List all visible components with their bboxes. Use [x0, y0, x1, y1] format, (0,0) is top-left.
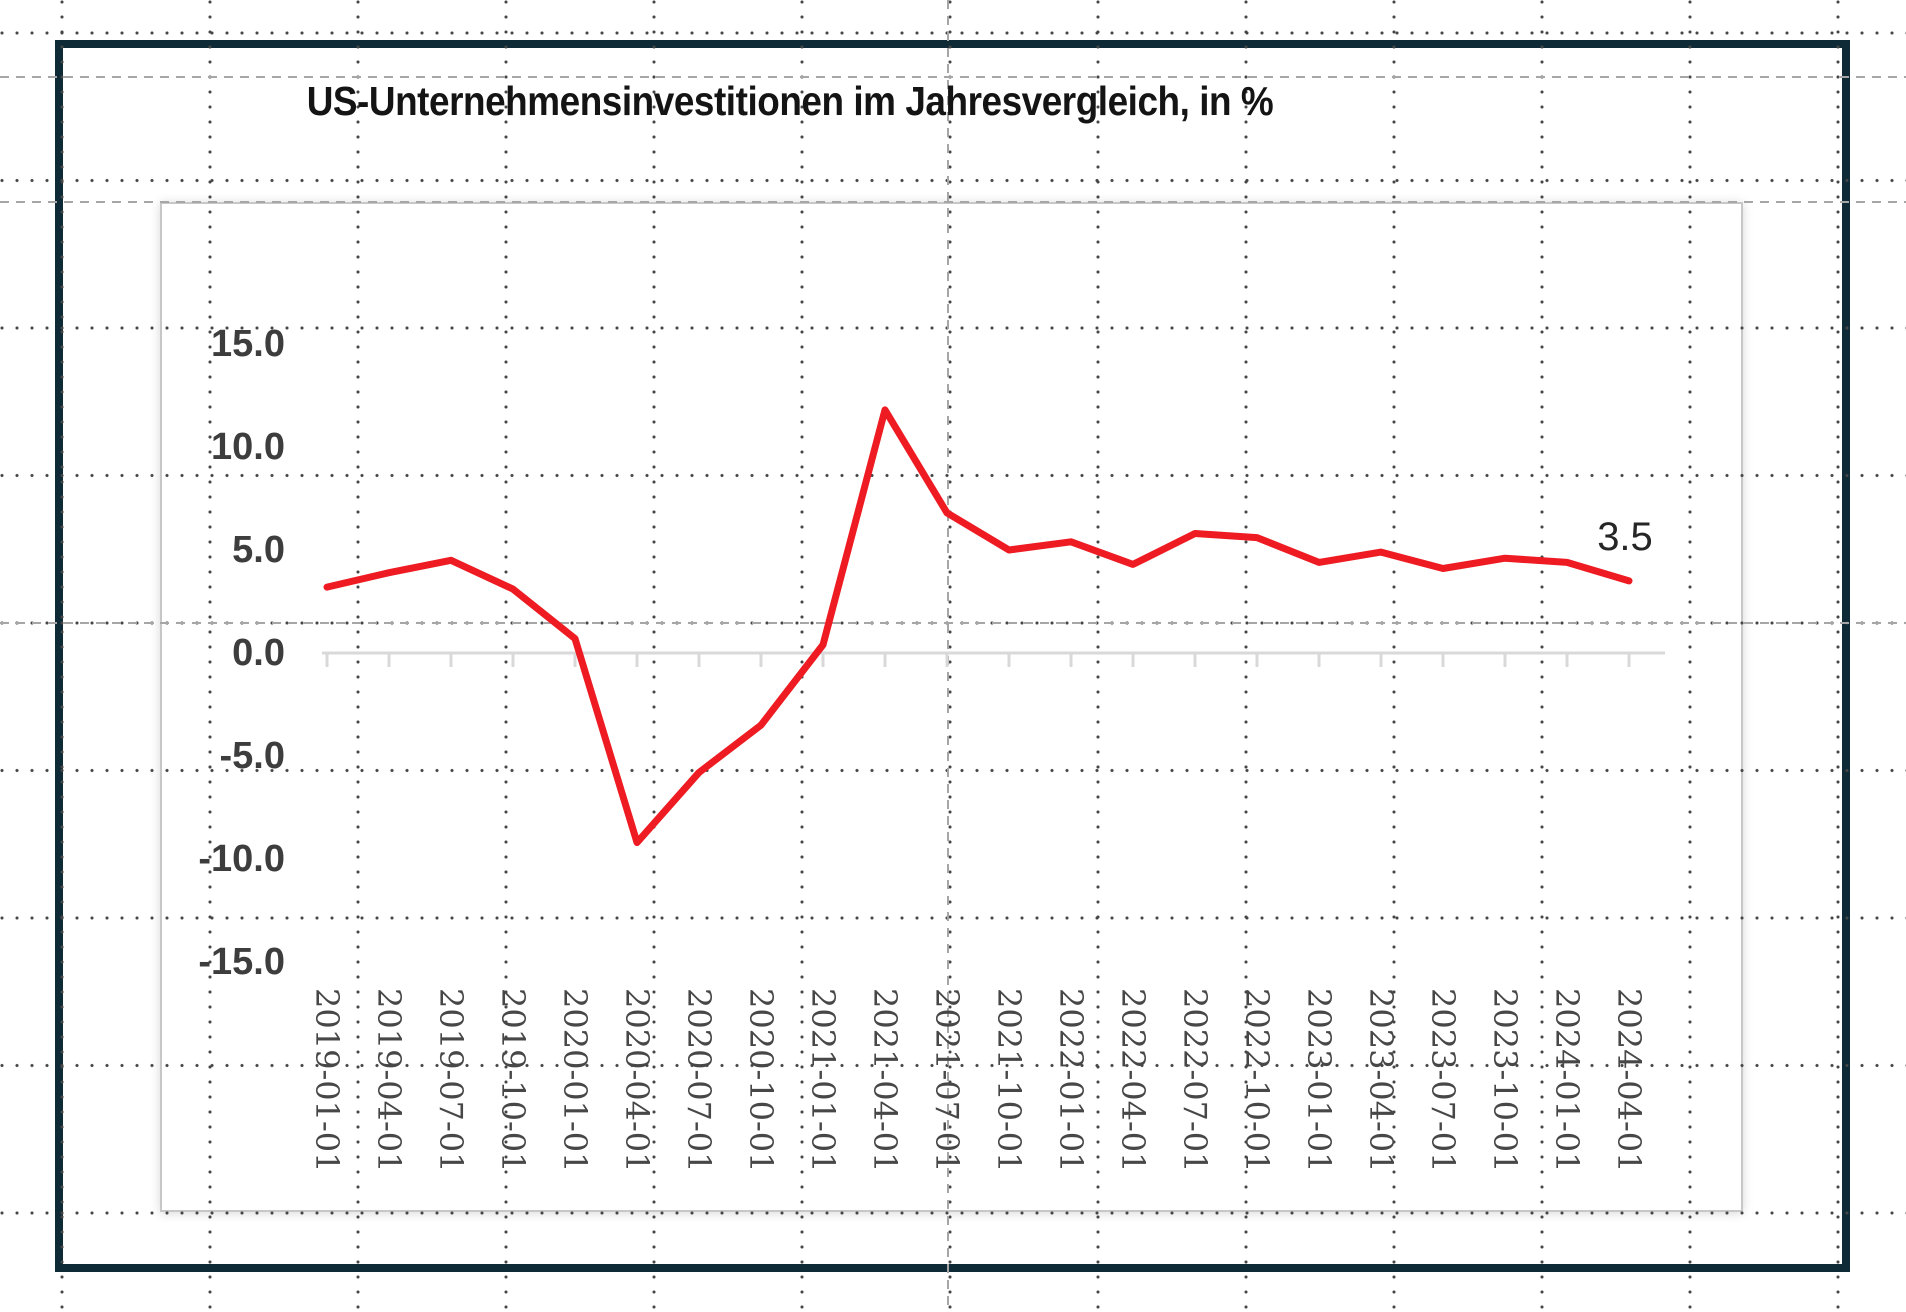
x-axis-label: 2019-07-01 — [432, 988, 470, 1173]
x-axis-label: 2019-10-01 — [494, 988, 532, 1173]
x-axis-label: 2022-04-01 — [1114, 988, 1152, 1173]
end-value-label: 3.5 — [1597, 515, 1653, 559]
x-axis-label: 2019-01-01 — [308, 988, 346, 1173]
y-axis-label: 10.0 — [211, 426, 285, 468]
chart-title: US-Unternehmensinvestitionen im Jahresve… — [306, 78, 1274, 124]
x-axis-label: 2022-10-01 — [1238, 988, 1276, 1173]
y-axis-label: 15.0 — [211, 323, 285, 365]
x-axis-label: 2022-01-01 — [1052, 988, 1090, 1173]
x-axis-label: 2019-04-01 — [370, 988, 408, 1173]
x-axis-label: 2022-07-01 — [1176, 988, 1214, 1173]
x-axis-label: 2024-01-01 — [1548, 988, 1586, 1173]
x-axis-label: 2020-10-01 — [742, 988, 780, 1173]
line-chart-svg: 15.0 10.0 5.0 0.0 -5.0 -10.0 -15.0 2019-01-01 20… — [198, 323, 1665, 1173]
x-axis-label: 2020-01-01 — [556, 988, 594, 1173]
y-axis-label: -5.0 — [220, 735, 285, 777]
y-axis-label: 0.0 — [232, 632, 285, 674]
y-axis-label: -15.0 — [198, 941, 285, 983]
x-axis-label: 2020-07-01 — [680, 988, 718, 1173]
y-axis-label: 5.0 — [232, 529, 285, 571]
x-axis-label: 2023-07-01 — [1424, 988, 1462, 1173]
y-axis-label: -10.0 — [198, 838, 285, 880]
x-axis-label: 2021-07-01 — [928, 988, 966, 1173]
x-axis-label: 2021-10-01 — [990, 988, 1028, 1173]
x-axis-label: 2023-10-01 — [1486, 988, 1524, 1173]
x-axis-label: 2021-04-01 — [866, 988, 904, 1173]
x-axis-label: 2020-04-01 — [618, 988, 656, 1173]
trend-line — [323, 406, 1633, 846]
x-axis-label: 2023-04-01 — [1362, 988, 1400, 1173]
x-axis-label: 2021-01-01 — [804, 988, 842, 1173]
x-axis-label: 2023-01-01 — [1300, 988, 1338, 1173]
x-axis-label: 2024-04-01 — [1610, 988, 1648, 1173]
